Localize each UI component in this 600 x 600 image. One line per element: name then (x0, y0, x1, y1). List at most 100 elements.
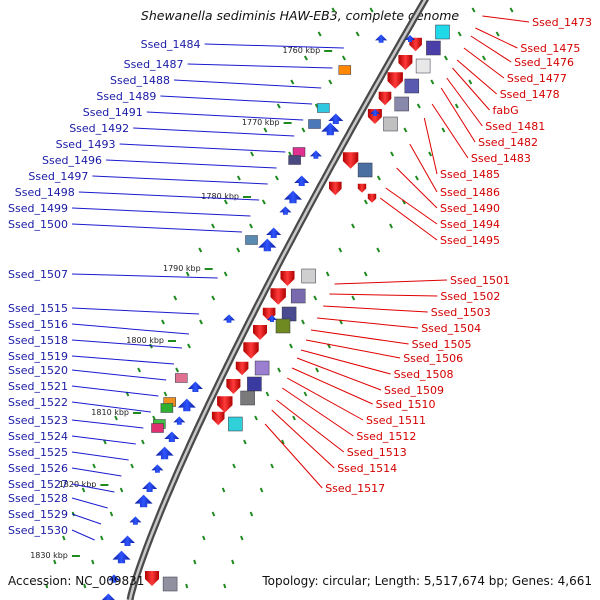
reverse-gene-box (162, 576, 178, 592)
tick-mark-outer-right (351, 295, 356, 301)
reverse-gene-box (426, 40, 441, 56)
right-label-leader (291, 367, 373, 405)
reverse-gene-box (240, 390, 255, 406)
tick-mark-outer-left (53, 559, 57, 565)
tick-mark-inner-left (261, 199, 266, 205)
tick-mark-inner-right (325, 271, 330, 277)
left-gene-label: Ssed_1528 (8, 492, 68, 505)
tick-mark-outer-left (185, 271, 190, 277)
right-label-leader (431, 103, 469, 159)
reverse-gene-box (247, 376, 262, 392)
tick-mark-inner-right (265, 391, 270, 397)
left-gene-label: Ssed_1498 (15, 186, 75, 199)
tick-mark-outer-right (376, 247, 381, 253)
left-gene-label: Ssed_1525 (8, 446, 68, 459)
left-label-leader (187, 63, 333, 69)
forward-gene-arrow (370, 109, 380, 116)
tick-mark-inner-left (130, 463, 134, 469)
tick-mark-inner-right (443, 55, 448, 61)
reverse-gene-box (404, 78, 420, 94)
right-label-leader (323, 305, 428, 313)
right-gene-label: Ssed_1511 (366, 414, 426, 427)
forward-gene-arrow (112, 550, 131, 564)
forward-gene-arrow (279, 206, 292, 215)
kbp-mark-label: 1790 kbp (163, 264, 201, 273)
reverse-gene-arrow (217, 396, 233, 413)
reverse-gene-arrow (367, 193, 377, 203)
left-label-leader (71, 273, 218, 279)
left-label-leader (146, 111, 304, 121)
right-label-leader (470, 35, 512, 63)
left-label-leader (71, 497, 108, 509)
tick-mark-outer-right (454, 103, 459, 109)
tick-mark-inner-left (109, 511, 114, 517)
tick-mark-outer-left (103, 439, 107, 445)
reverse-gene-box (301, 268, 316, 284)
reverse-gene-arrow (145, 571, 159, 586)
forward-gene-arrow (155, 446, 174, 460)
tick-mark-outer-right (495, 31, 500, 37)
right-gene-label: Ssed_1477 (507, 72, 567, 85)
right-gene-label: Ssed_1478 (500, 88, 560, 101)
tick-mark-outer-right (292, 415, 296, 421)
tick-mark-inner-left (355, 31, 360, 37)
left-label-leader (71, 419, 144, 429)
forward-gene-arrow (258, 238, 277, 252)
left-gene-label: Ssed_1519 (8, 350, 68, 363)
reverse-gene-box (290, 288, 306, 304)
forward-gene-arrow (151, 464, 164, 473)
forward-gene-arrow (309, 150, 322, 159)
tick-mark-outer-left (276, 103, 281, 109)
tick-mark-inner-left (369, 7, 374, 13)
tick-mark-inner-right (202, 535, 206, 541)
right-label-leader (396, 167, 438, 209)
reverse-gene-box (435, 24, 450, 40)
right-gene-label: Ssed_1517 (325, 482, 385, 495)
forward-gene-box (338, 65, 352, 75)
tick-mark-inner-left (341, 55, 346, 61)
right-gene-label: Ssed_1509 (384, 384, 444, 397)
tick-mark-inner-left (83, 583, 87, 589)
forward-gene-arrow (187, 381, 203, 392)
map-title: Shewanella sediminis HAW-EB3, complete g… (140, 8, 460, 23)
forward-gene-box (245, 235, 258, 245)
tick-mark-outer-left (198, 247, 203, 253)
left-label-leader (71, 323, 190, 335)
right-label-leader (452, 67, 490, 111)
right-label-leader (317, 317, 419, 329)
right-gene-label: Ssed_1501 (450, 274, 510, 287)
tick-mark-outer-left (173, 295, 178, 301)
forward-gene-arrow (266, 227, 282, 238)
left-gene-label: Ssed_1484 (141, 38, 201, 51)
right-label-leader (300, 349, 391, 375)
kbp-mark-label: 1820 kbp (59, 480, 97, 489)
tick-mark-outer-right (414, 175, 419, 181)
tick-mark-outer-right (270, 463, 274, 469)
reverse-gene-arrow (235, 361, 249, 376)
tick-mark-outer-left (223, 199, 228, 205)
tick-mark-inner-left (91, 559, 95, 565)
tick-mark-inner-right (193, 559, 197, 565)
right-gene-label: Ssed_1504 (421, 322, 481, 335)
right-label-leader (286, 377, 364, 421)
forward-gene-arrow (134, 494, 153, 508)
left-gene-label: Ssed_1522 (8, 396, 68, 409)
left-gene-label: Ssed_1521 (8, 380, 68, 393)
forward-gene-arrow (120, 535, 135, 546)
right-label-leader (282, 387, 354, 437)
tick-mark-inner-right (376, 175, 381, 181)
left-label-leader (71, 483, 115, 493)
left-gene-label: Ssed_1489 (96, 90, 156, 103)
forward-gene-box (151, 423, 164, 433)
kbp-mark-label: 1760 kbp (282, 46, 320, 55)
tick-mark-outer-right (259, 487, 264, 493)
right-label-leader (276, 399, 345, 453)
reverse-gene-arrow (329, 181, 342, 196)
right-gene-label: Ssed_1510 (376, 398, 436, 411)
tick-mark-outer-right (468, 79, 473, 85)
right-label-leader (310, 329, 409, 345)
tick-mark-outer-left (137, 367, 141, 373)
left-gene-label: Ssed_1493 (56, 138, 116, 151)
left-gene-label: Ssed_1488 (110, 74, 170, 87)
